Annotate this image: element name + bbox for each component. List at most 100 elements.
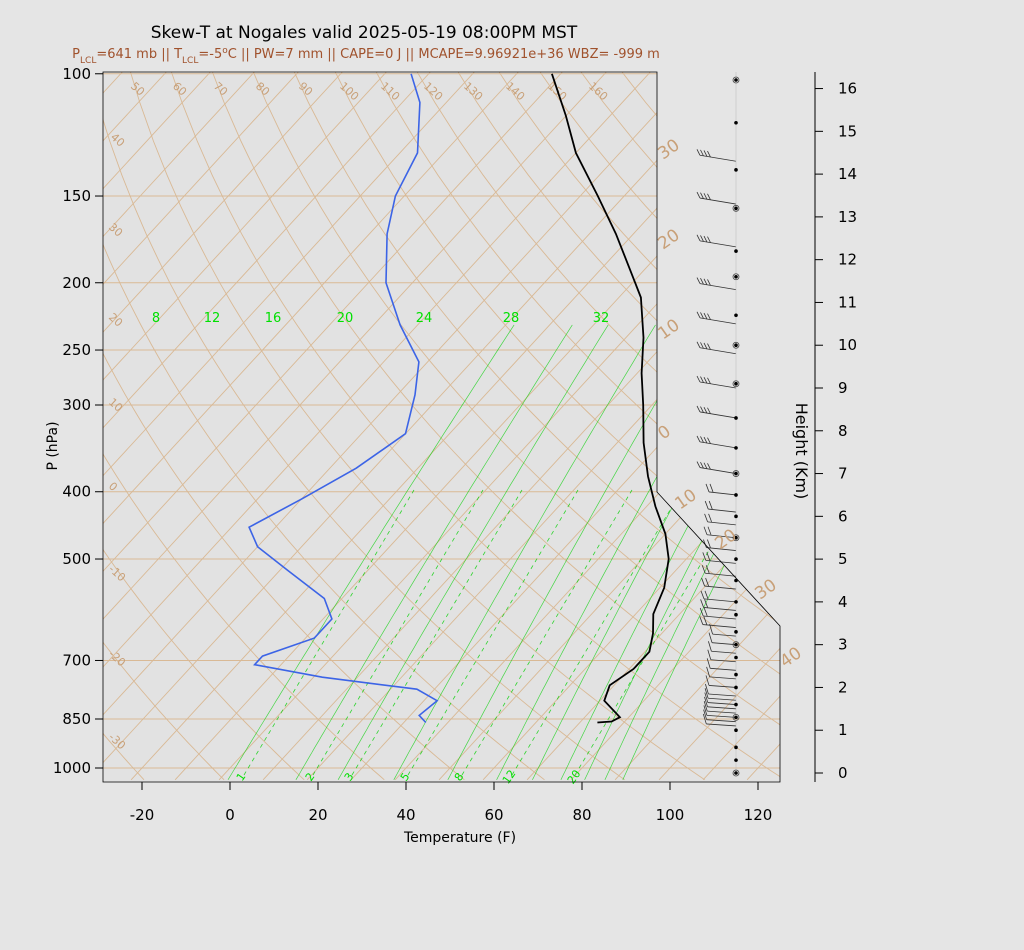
isotherm-line <box>746 72 780 781</box>
wind-barb-flag <box>707 377 711 384</box>
wind-barb-flag <box>707 407 711 414</box>
wind-barb-staff <box>707 710 737 714</box>
height-level-dot <box>734 514 738 519</box>
wind-barb-staff <box>708 697 737 701</box>
wind-barb-flag <box>707 463 711 470</box>
wind-barb-staff <box>711 642 737 646</box>
height-tick-label: 1 <box>838 721 848 739</box>
mixing-ratio-top-label: 28 <box>503 311 520 326</box>
wind-barb-flag <box>696 149 701 156</box>
wind-barb-flag <box>704 500 709 510</box>
mixing-ratio-line <box>337 324 609 780</box>
height-level-dot <box>734 471 738 476</box>
isotherm-line <box>0 58 91 780</box>
wind-barb-flag <box>703 278 708 285</box>
isotherm-line <box>103 72 400 781</box>
x-tick-label: -20 <box>130 806 155 824</box>
wind-barb-flag <box>703 235 708 243</box>
wind-barb-staff <box>702 624 737 628</box>
wind-barb-flag <box>700 590 705 600</box>
wind-barb-staff <box>707 521 737 526</box>
wind-barb-flag <box>704 599 708 608</box>
isotherm-right-label: 30 <box>654 135 683 164</box>
wind-barb-flag <box>696 405 701 413</box>
isotherm-line <box>0 58 3 780</box>
height-tick-label: 10 <box>838 336 857 354</box>
wind-barb-flag <box>707 279 711 286</box>
height-tick-label: 2 <box>838 678 848 696</box>
wind-barb-flag <box>709 483 714 493</box>
wind-barb-staff <box>707 702 737 705</box>
height-tick-label: 11 <box>838 293 857 311</box>
wind-barb-flag <box>696 311 701 319</box>
wind-barb-staff <box>711 650 737 654</box>
dewpoint-line <box>248 73 439 724</box>
wind-barb-staff <box>706 723 737 727</box>
height-tick-label: 5 <box>838 550 848 568</box>
wind-barb-staff <box>706 534 737 539</box>
wind-barb-flag <box>696 461 701 468</box>
height-axis-label: Height (Km) <box>792 403 811 500</box>
isotherm-line <box>103 72 532 781</box>
height-tick-label: 13 <box>838 208 857 226</box>
y-tick-label: 400 <box>62 483 91 501</box>
isotherm-line <box>103 72 268 781</box>
isotherm-line <box>103 72 708 781</box>
height-level-dot <box>734 728 738 733</box>
wind-barb-flag <box>700 376 704 383</box>
wind-barb-staff <box>706 719 737 723</box>
wind-barb-flag <box>696 375 701 383</box>
wind-barb-flag <box>700 436 704 443</box>
height-level-dot <box>734 630 738 634</box>
height-level-circle <box>732 204 740 212</box>
dry-adiabat-line <box>368 72 780 781</box>
wind-barb-flag <box>700 342 704 349</box>
wind-barb-staff <box>699 283 737 291</box>
wind-barb-flag <box>706 666 710 678</box>
wind-barb-flag <box>700 192 704 199</box>
mixing-ratio-line <box>447 324 702 780</box>
isotherm-right-label: 0 <box>654 422 674 445</box>
isotherm-line <box>791 58 1024 780</box>
height-level-dot <box>734 168 738 172</box>
wind-barb-staff <box>708 491 737 496</box>
height-level-dot <box>734 557 738 561</box>
height-tick-label: 7 <box>838 465 848 483</box>
height-tick-label: 6 <box>838 507 848 525</box>
y-tick-label: 500 <box>62 550 91 568</box>
wind-barb-flag <box>696 191 701 199</box>
height-level-circle <box>732 341 740 349</box>
height-level-dot <box>734 672 738 677</box>
temperature-line <box>551 73 670 724</box>
height-level-circle <box>732 470 740 477</box>
height-level-circle <box>732 76 740 84</box>
wind-barb-staff <box>699 441 737 449</box>
x-tick-label: 0 <box>225 806 235 824</box>
dry-adiabat-line <box>103 72 545 781</box>
isotherm-line <box>103 72 312 781</box>
isotherm-right-label: 40 <box>776 643 805 672</box>
wind-barb-flag <box>705 675 710 686</box>
wind-barb-flag <box>700 461 704 469</box>
wind-barb-flag <box>707 313 711 320</box>
dry-adiabat-line <box>247 72 780 781</box>
height-level-dot <box>734 381 738 386</box>
wind-barb-staff <box>703 615 737 620</box>
wind-barb-flag <box>707 236 711 243</box>
wind-barb-flag <box>703 377 708 384</box>
y-tick-label: 300 <box>62 396 91 414</box>
wind-barb-flag <box>705 565 710 574</box>
wind-barb-staff <box>699 347 737 355</box>
wind-barb-flag <box>702 713 707 725</box>
height-level-dot <box>734 745 738 750</box>
isotherm-right-label: 20 <box>654 225 683 254</box>
height-level-circle <box>732 534 740 542</box>
wind-barb-flag <box>706 658 711 669</box>
height-level-dot <box>734 758 738 762</box>
isotherm-line <box>103 72 444 781</box>
wind-barb-flag <box>703 193 708 200</box>
wind-barb-flag <box>703 709 707 720</box>
isotherm-line <box>0 58 47 780</box>
isotherm-line <box>103 72 664 781</box>
